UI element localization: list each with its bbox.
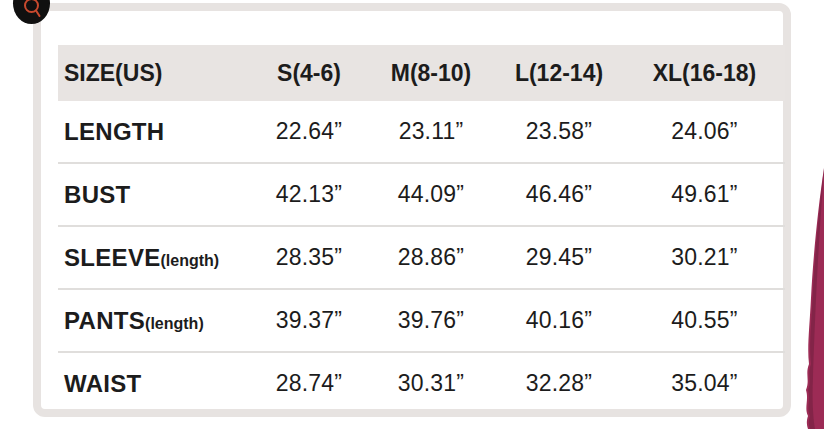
row-label-suffix: (length) <box>161 252 220 269</box>
column-header-xl: XL(16-18) <box>624 60 785 87</box>
table-row-waist: WAIST 28.74” 30.31” 32.28” 35.04” <box>58 351 785 414</box>
column-header-m: M(8-10) <box>368 60 494 87</box>
table-row-length: LENGTH 22.64” 23.11” 23.58” 24.06” <box>58 101 785 162</box>
row-label-text: PANTS <box>64 307 145 334</box>
row-label: BUST <box>58 181 250 209</box>
cell-value: 39.76” <box>368 307 494 334</box>
cell-value: 39.37” <box>250 307 368 334</box>
cell-value: 46.46” <box>494 181 624 208</box>
column-header-size: SIZE(US) <box>58 60 250 87</box>
cell-value: 30.21” <box>624 244 785 271</box>
cell-value: 29.45” <box>494 244 624 271</box>
cell-value: 35.04” <box>624 370 785 397</box>
cell-value: 24.06” <box>624 118 785 145</box>
row-label-text: BUST <box>64 181 131 208</box>
table-row-bust: BUST 42.13” 44.09” 46.46” 49.61” <box>58 162 785 225</box>
cell-value: 40.16” <box>494 307 624 334</box>
magnifier-icon <box>22 0 42 19</box>
product-image-area: SIZE(US) S(4-6) M(8-10) L(12-14) XL(16-1… <box>0 0 824 429</box>
row-label: LENGTH <box>58 118 250 146</box>
table-row-sleeve: SLEEVE(length) 28.35” 28.86” 29.45” 30.2… <box>58 225 785 288</box>
row-label: WAIST <box>58 370 250 398</box>
size-chart-header-row: SIZE(US) S(4-6) M(8-10) L(12-14) XL(16-1… <box>58 45 785 101</box>
row-label-text: WAIST <box>64 370 142 397</box>
row-label: SLEEVE(length) <box>58 244 250 272</box>
cell-value: 49.61” <box>624 181 785 208</box>
cell-value: 23.58” <box>494 118 624 145</box>
cell-value: 22.64” <box>250 118 368 145</box>
cell-value: 42.13” <box>250 181 368 208</box>
cell-value: 28.35” <box>250 244 368 271</box>
cell-value: 44.09” <box>368 181 494 208</box>
row-label-text: LENGTH <box>64 118 164 145</box>
row-label-suffix: (length) <box>145 315 204 332</box>
cell-value: 23.11” <box>368 118 494 145</box>
cell-value: 32.28” <box>494 370 624 397</box>
cell-value: 40.55” <box>624 307 785 334</box>
table-row-pants: PANTS(length) 39.37” 39.76” 40.16” 40.55… <box>58 288 785 351</box>
row-label: PANTS(length) <box>58 307 250 335</box>
cell-value: 30.31” <box>368 370 494 397</box>
column-header-l: L(12-14) <box>494 60 624 87</box>
column-header-s: S(4-6) <box>250 60 368 87</box>
cell-value: 28.74” <box>250 370 368 397</box>
row-label-text: SLEEVE <box>64 244 161 271</box>
cell-value: 28.86” <box>368 244 494 271</box>
clothing-fabric-edge <box>796 168 824 429</box>
size-chart-table: SIZE(US) S(4-6) M(8-10) L(12-14) XL(16-1… <box>58 45 785 414</box>
